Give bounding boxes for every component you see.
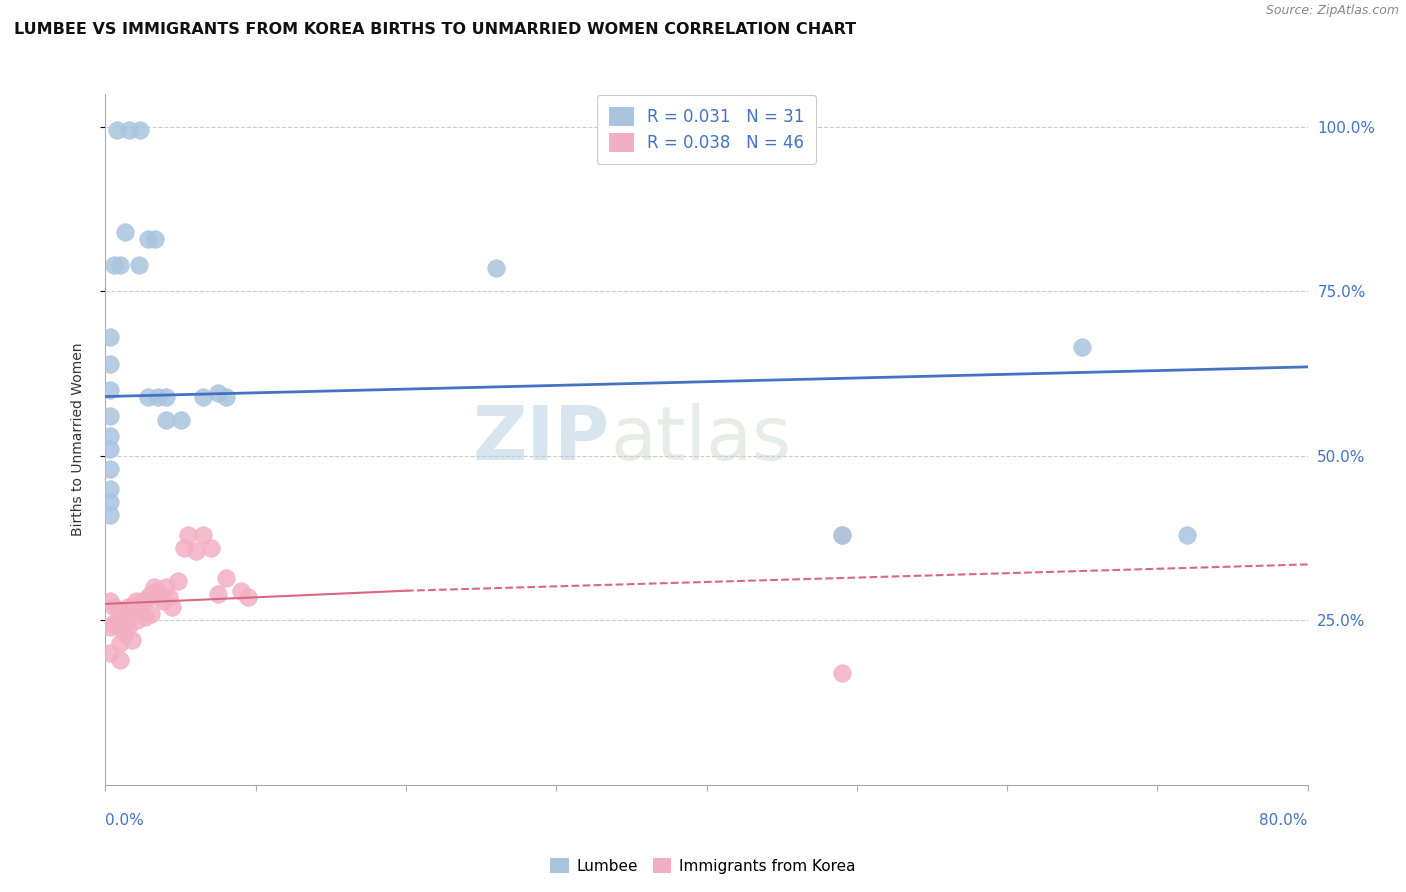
Point — [107, 616, 129, 631]
Point — [118, 123, 141, 137]
Text: 0.0%: 0.0% — [105, 814, 145, 828]
Point — [155, 390, 177, 404]
Point — [169, 412, 191, 426]
Point — [139, 587, 162, 601]
Point — [157, 591, 180, 605]
Point — [177, 528, 200, 542]
Point — [148, 591, 170, 605]
Point — [831, 528, 853, 542]
Point — [207, 386, 229, 401]
Text: Source: ZipAtlas.com: Source: ZipAtlas.com — [1265, 4, 1399, 18]
Point — [110, 258, 132, 272]
Point — [184, 544, 207, 558]
Point — [136, 591, 159, 605]
Point — [136, 231, 159, 245]
Point — [118, 607, 141, 621]
Point — [98, 495, 121, 509]
Point — [173, 541, 195, 555]
Text: 80.0%: 80.0% — [1260, 814, 1308, 828]
Point — [214, 390, 236, 404]
Point — [110, 653, 132, 667]
Point — [98, 508, 121, 522]
Point — [238, 591, 260, 605]
Point — [129, 123, 152, 137]
Point — [98, 357, 121, 371]
Point — [108, 603, 131, 617]
Point — [125, 613, 148, 627]
Point — [98, 593, 121, 607]
Point — [155, 412, 177, 426]
Point — [101, 616, 124, 631]
Point — [229, 583, 252, 598]
Point — [131, 593, 153, 607]
Point — [98, 383, 121, 397]
Point — [145, 583, 167, 598]
Point — [1175, 528, 1198, 542]
Point — [124, 593, 146, 607]
Legend: Lumbee, Immigrants from Korea: Lumbee, Immigrants from Korea — [544, 852, 862, 880]
Point — [117, 600, 139, 615]
Point — [121, 633, 143, 648]
Point — [98, 429, 121, 443]
Point — [128, 603, 150, 617]
Point — [146, 390, 169, 404]
Legend: R = 0.031   N = 31, R = 0.038   N = 46: R = 0.031 N = 31, R = 0.038 N = 46 — [598, 95, 815, 163]
Point — [207, 587, 229, 601]
Point — [142, 581, 165, 595]
Point — [110, 620, 132, 634]
Point — [98, 409, 121, 424]
Point — [98, 482, 121, 496]
Point — [129, 600, 152, 615]
Point — [117, 620, 139, 634]
Point — [107, 123, 129, 137]
Point — [166, 574, 188, 588]
Point — [103, 258, 125, 272]
Point — [200, 541, 222, 555]
Text: LUMBEE VS IMMIGRANTS FROM KOREA BIRTHS TO UNMARRIED WOMEN CORRELATION CHART: LUMBEE VS IMMIGRANTS FROM KOREA BIRTHS T… — [14, 22, 856, 37]
Text: atlas: atlas — [610, 403, 792, 475]
Point — [98, 646, 121, 660]
Point — [214, 571, 236, 585]
Point — [138, 591, 160, 605]
Point — [98, 442, 121, 457]
Point — [136, 390, 159, 404]
Point — [128, 258, 150, 272]
Point — [485, 261, 508, 276]
Text: ZIP: ZIP — [472, 403, 610, 475]
Point — [191, 528, 214, 542]
Point — [143, 231, 166, 245]
Point — [155, 581, 177, 595]
Point — [831, 528, 853, 542]
Y-axis label: Births to Unmarried Women: Births to Unmarried Women — [70, 343, 84, 536]
Point — [110, 636, 132, 650]
Point — [191, 390, 214, 404]
Point — [134, 610, 156, 624]
Point — [98, 462, 121, 476]
Point — [114, 626, 136, 640]
Point — [1071, 340, 1094, 354]
Point — [112, 613, 135, 627]
Point — [831, 666, 853, 681]
Point — [122, 600, 145, 615]
Point — [152, 593, 174, 607]
Point — [139, 607, 162, 621]
Point — [114, 225, 136, 239]
Point — [98, 330, 121, 344]
Point — [98, 620, 121, 634]
Point — [103, 600, 125, 615]
Point — [160, 600, 183, 615]
